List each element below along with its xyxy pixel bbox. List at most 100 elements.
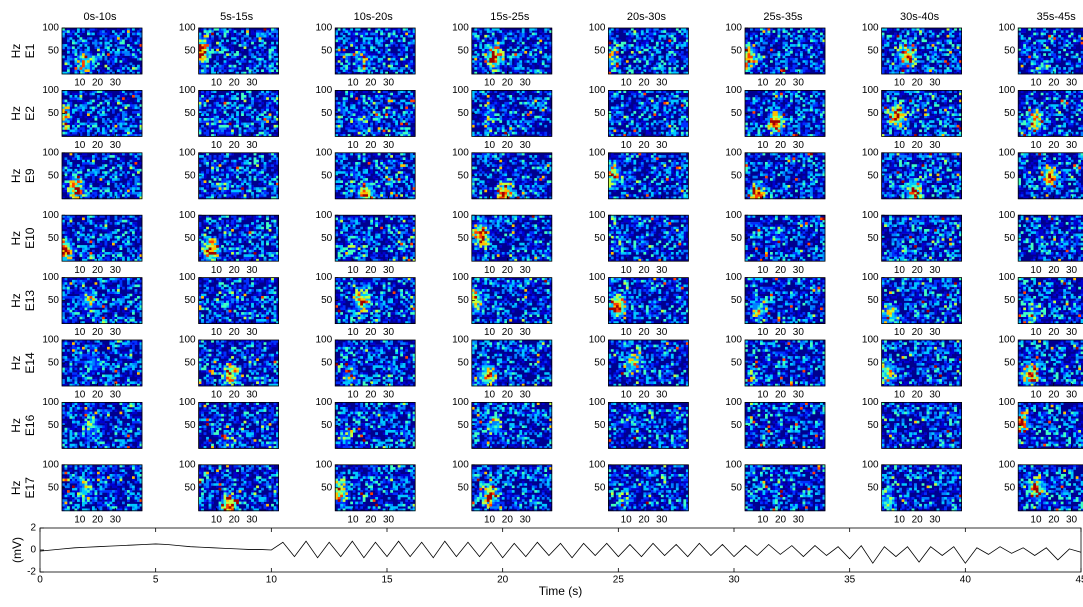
y-tick-label: 50: [48, 233, 60, 244]
y-tick-label: 50: [594, 420, 606, 431]
spectrogram: [199, 215, 279, 261]
y-tick-label: 100: [589, 210, 606, 221]
y-tick-label: 100: [179, 210, 196, 221]
x-tick-label: 30: [110, 327, 122, 338]
x-tick-label: 30: [520, 78, 532, 89]
y-tick-label: 100: [452, 23, 469, 34]
y-tick-label: 50: [1004, 46, 1016, 57]
y-tick-label: 50: [458, 358, 470, 369]
x-tick-label: 10: [484, 140, 496, 151]
spectrogram: [745, 402, 825, 448]
x-tick-label: 30: [656, 265, 668, 276]
x-tick-label: 25: [613, 575, 625, 586]
spectrogram: [335, 340, 415, 386]
x-tick-label: 10: [211, 390, 223, 401]
y-tick-label: 50: [594, 233, 606, 244]
spectrogram: [335, 402, 415, 448]
x-tick-label: 10: [74, 327, 86, 338]
y-axis-label: Hz: [9, 356, 23, 371]
y-tick-label: 100: [999, 23, 1016, 34]
spectrogram-cells: [85, 56, 88, 59]
y-tick-label: 100: [42, 23, 59, 34]
y-tick-label: 100: [179, 335, 196, 346]
x-tick-label: 20: [638, 327, 650, 338]
x-tick-label: 10: [757, 514, 769, 525]
x-tick-label: 20: [92, 390, 104, 401]
x-tick-label: 10: [484, 327, 496, 338]
y-axis-label: Hz: [9, 480, 23, 495]
y-tick-label: 100: [316, 210, 333, 221]
row-label: E16: [23, 414, 37, 436]
y-tick-label: 50: [458, 108, 470, 119]
x-tick-label: 30: [929, 390, 941, 401]
y-tick-label: 100: [179, 85, 196, 96]
spectrogram: [882, 465, 962, 511]
y-tick-label: 50: [458, 170, 470, 181]
x-tick-label: 30: [1066, 140, 1078, 151]
x-tick-label: 30: [929, 78, 941, 89]
spectrogram: [745, 465, 825, 511]
spectrogram: [882, 215, 962, 261]
spectrogram-cells: [527, 113, 530, 116]
y-tick-label: 50: [48, 358, 60, 369]
x-tick-label: 30: [728, 575, 740, 586]
x-tick-label: 20: [638, 78, 650, 89]
x-tick-label: 30: [656, 327, 668, 338]
row-label: E14: [23, 352, 37, 374]
x-tick-label: 10: [211, 514, 223, 525]
x-tick-label: 20: [365, 514, 377, 525]
y-tick-label: 100: [862, 23, 879, 34]
y-tick-label: 100: [316, 272, 333, 283]
y-tick-label: 50: [1004, 358, 1016, 369]
x-tick-label: 30: [383, 78, 395, 89]
y-tick-label: 50: [867, 482, 879, 493]
x-tick-label: 30: [656, 140, 668, 151]
y-tick-label: 100: [862, 147, 879, 158]
y-tick-label: 100: [179, 272, 196, 283]
x-tick-label: 10: [74, 78, 86, 89]
x-tick-label: 30: [656, 514, 668, 525]
x-tick-label: 20: [638, 140, 650, 151]
y-tick-label: 100: [42, 397, 59, 408]
x-tick-label: 20: [92, 514, 104, 525]
x-tick-label: 30: [656, 390, 668, 401]
x-tick-label: 15: [381, 575, 393, 586]
y-tick-label: 50: [458, 295, 470, 306]
x-tick-label: 30: [383, 265, 395, 276]
x-tick-label: 30: [1066, 265, 1078, 276]
spectrogram-cells: [241, 187, 244, 190]
x-tick-label: 30: [793, 327, 805, 338]
y-tick-label: 100: [42, 147, 59, 158]
x-tick-label: 40: [960, 575, 972, 586]
x-tick-label: 10: [211, 265, 223, 276]
y-tick-label: 50: [321, 420, 333, 431]
x-tick-label: 10: [757, 78, 769, 89]
spectrogram: [62, 278, 142, 324]
column-title: 25s-35s: [763, 11, 803, 23]
y-axis-label: Hz: [9, 106, 23, 121]
y-tick-label: 50: [731, 170, 743, 181]
x-tick-label: 10: [894, 140, 906, 151]
y-tick-label: 50: [1004, 233, 1016, 244]
spectrogram: [62, 153, 142, 199]
x-tick-label: 30: [1066, 327, 1078, 338]
x-tick-label: 10: [347, 327, 359, 338]
y-tick-label: 50: [184, 295, 196, 306]
x-tick-label: 20: [912, 327, 924, 338]
x-tick-label: 30: [1066, 390, 1078, 401]
y-tick-label: 50: [1004, 170, 1016, 181]
x-tick-label: 10: [74, 140, 86, 151]
y-tick-label: 100: [42, 335, 59, 346]
x-tick-label: 10: [1030, 265, 1042, 276]
row-label: E1: [23, 43, 37, 58]
x-tick-label: 30: [246, 265, 258, 276]
x-tick-label: 30: [793, 265, 805, 276]
x-tick-label: 10: [1030, 514, 1042, 525]
y-tick-label: 50: [321, 482, 333, 493]
spectrogram: [199, 90, 279, 136]
x-axis-label: Time (s): [539, 584, 583, 598]
x-tick-label: 35: [844, 575, 856, 586]
spectrogram: [745, 28, 825, 74]
y-tick-label: 100: [999, 147, 1016, 158]
spectrogram: [62, 90, 142, 136]
